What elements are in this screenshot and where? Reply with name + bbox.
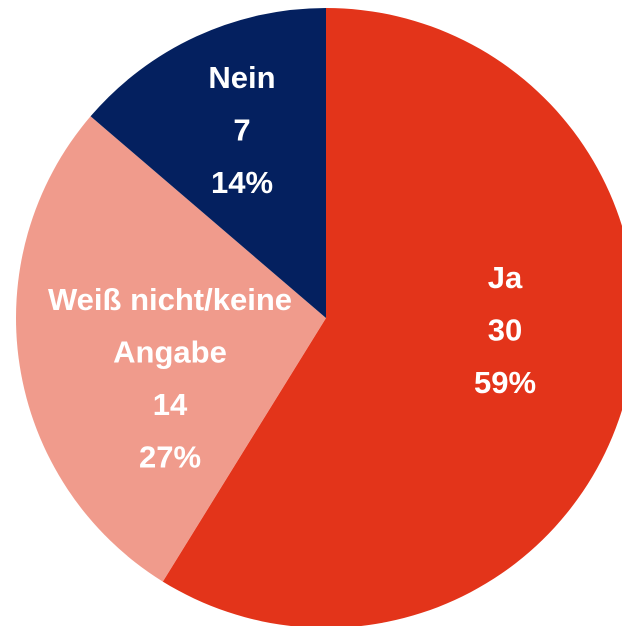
pie-slice xyxy=(90,8,326,318)
slice-percent: 14% xyxy=(211,165,273,200)
slice-label: Angabe xyxy=(113,335,227,370)
pie-slice xyxy=(162,8,622,626)
slice-label: Nein xyxy=(208,60,275,95)
slice-percent: 27% xyxy=(139,440,201,475)
pie-slice xyxy=(16,116,327,582)
slice-count: 30 xyxy=(488,313,522,348)
slice-label: Weiß nicht/keine xyxy=(48,282,292,317)
slice-label: Ja xyxy=(488,260,523,295)
slice-count: 14 xyxy=(153,387,188,422)
slice-count: 7 xyxy=(233,113,250,148)
slice-percent: 59% xyxy=(474,365,536,400)
